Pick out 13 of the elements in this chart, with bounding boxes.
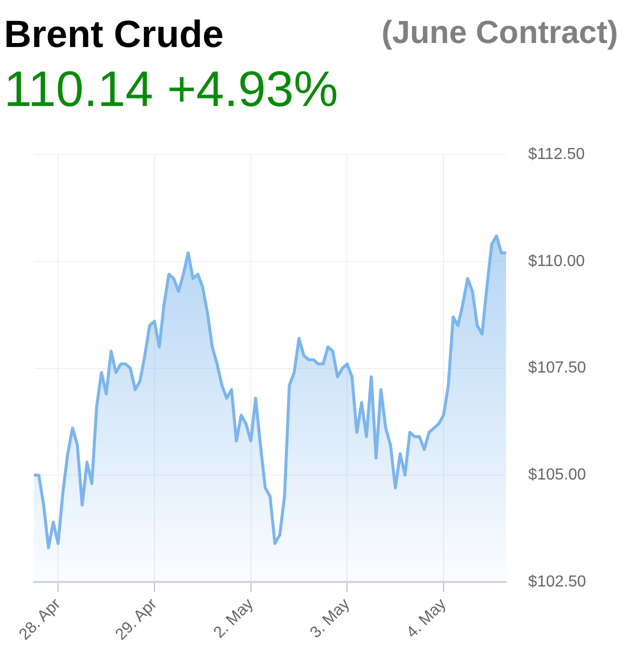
text: 110.14 +4.93% (4, 60, 338, 118)
y-tick-label: $110.00 (528, 252, 585, 270)
x-tick-label: 28. Apr (16, 595, 65, 644)
x-tick-label: 2. May (210, 596, 257, 642)
x-tick-label: 4. May (404, 596, 450, 642)
y-tick-label: $112.50 (528, 146, 585, 164)
x-tick-label: 3. May (307, 596, 354, 642)
y-tick-label: $105.00 (528, 466, 586, 484)
chart-title: Brent Crude (4, 14, 224, 57)
x-tick-label: 29. Apr (112, 595, 161, 644)
y-tick-label: $107.50 (528, 360, 586, 377)
y-tick-label: $102.50 (528, 573, 586, 590)
chart-subtitle: (June Contract) (382, 14, 618, 51)
